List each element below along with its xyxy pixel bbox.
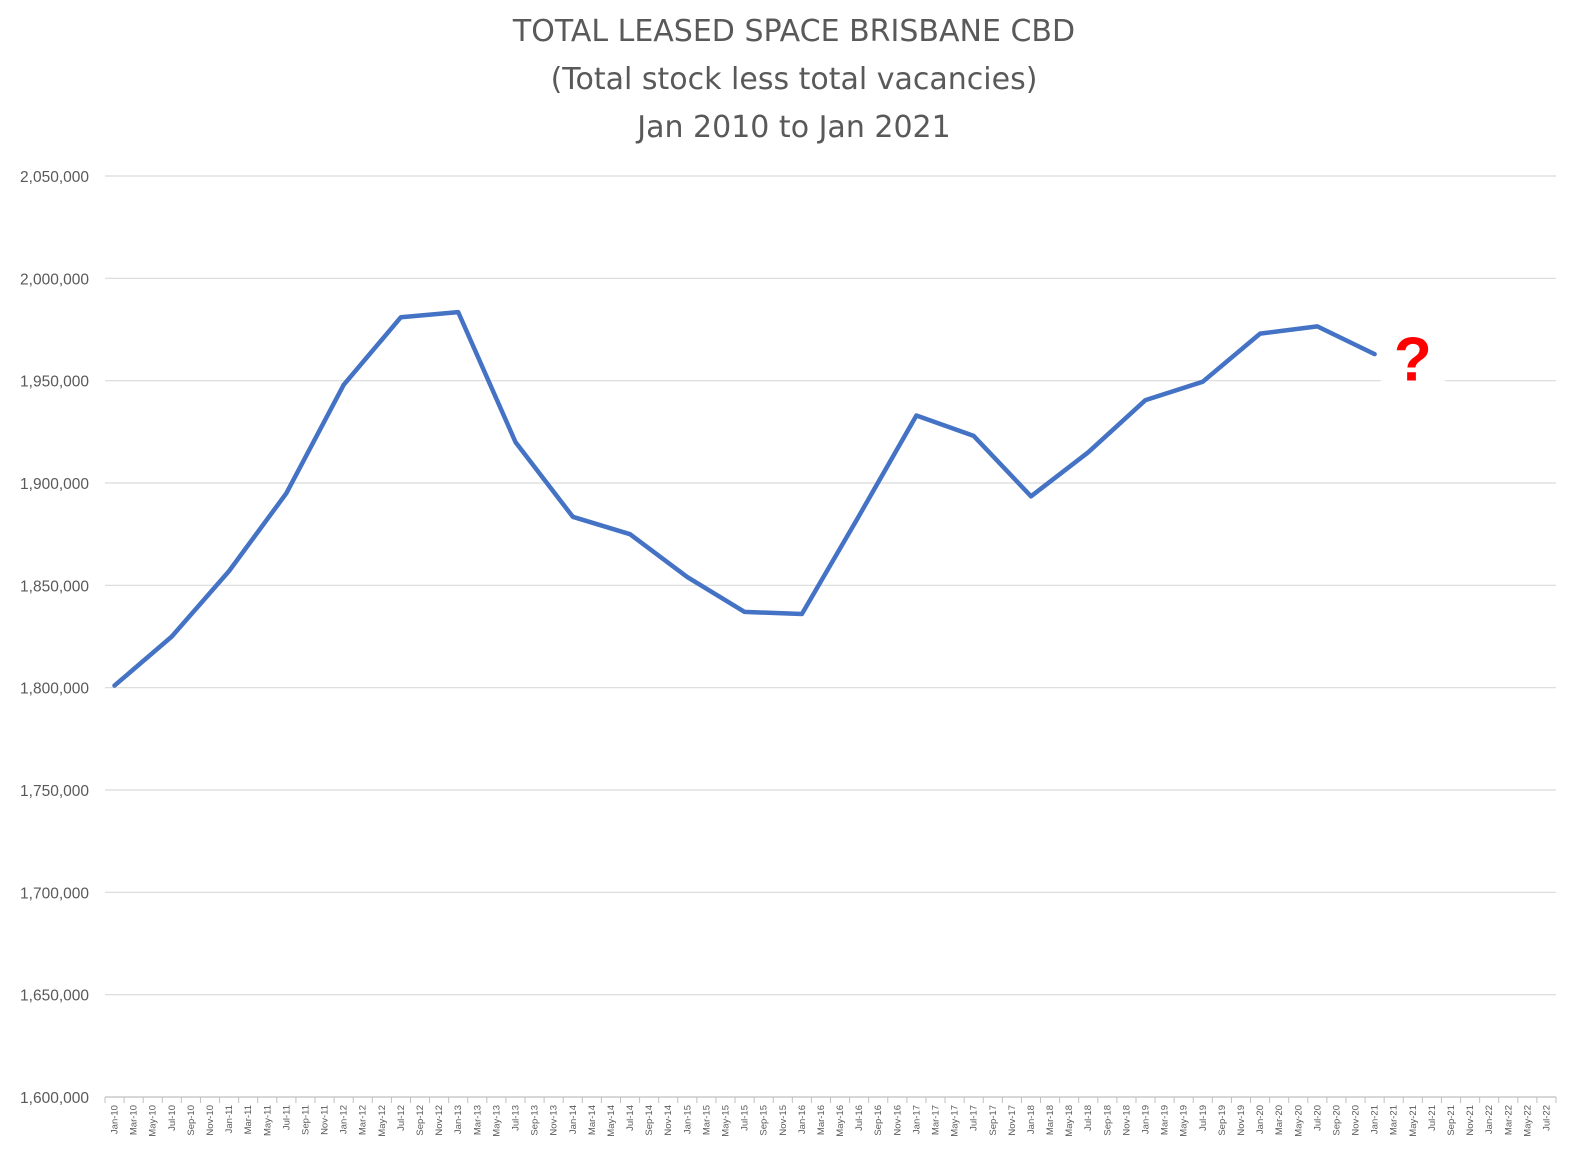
y-tick-label: 1,650,000 (20, 988, 89, 1005)
x-tick-label: May-22 (1522, 1105, 1533, 1137)
y-tick-label: 2,050,000 (20, 169, 89, 186)
x-tick-label: Jan-12 (339, 1105, 350, 1134)
y-tick-label: 2,000,000 (20, 271, 89, 288)
x-tick-label: May-18 (1064, 1105, 1075, 1137)
series-line (112, 309, 1377, 688)
x-tick-label: Nov-20 (1351, 1105, 1362, 1136)
x-tick-label: Nov-11 (320, 1105, 331, 1135)
y-tick-label: 1,900,000 (20, 476, 89, 493)
x-tick-label: Mar-12 (358, 1105, 369, 1135)
x-tick-label: Sep-16 (873, 1105, 884, 1136)
x-tick-label: Mar-10 (129, 1105, 140, 1135)
x-tick-label: Nov-12 (434, 1105, 445, 1136)
x-tick-label: Jul-13 (510, 1105, 521, 1131)
x-tick-label: Sep-21 (1446, 1105, 1457, 1136)
x-tick-label: May-10 (148, 1105, 159, 1137)
x-tick-label: Mar-18 (1045, 1105, 1056, 1135)
x-tick-label: Nov-18 (1121, 1105, 1132, 1136)
x-tick-label: Mar-21 (1389, 1105, 1400, 1135)
x-tick-label: Jan-21 (1370, 1105, 1381, 1134)
x-tick-label: Sep-20 (1331, 1105, 1342, 1136)
x-tick-label: Jul-16 (854, 1105, 865, 1131)
x-tick-label: Nov-21 (1465, 1105, 1476, 1136)
x-tick-label: Sep-11 (300, 1105, 311, 1135)
x-tick-label: Sep-17 (988, 1105, 999, 1136)
x-tick-label: Nov-15 (778, 1105, 789, 1136)
x-tick-label: Sep-14 (644, 1105, 655, 1136)
x-tick-label: Sep-15 (759, 1105, 770, 1136)
x-tick-label: Jan-17 (911, 1105, 922, 1134)
x-tick-label: Mar-16 (816, 1105, 827, 1135)
annotation-background (1380, 318, 1445, 399)
x-tick-label: Nov-13 (549, 1105, 560, 1136)
x-tick-label: Jul-15 (740, 1105, 751, 1131)
x-tick-label: Jul-10 (167, 1105, 178, 1131)
x-tick-label: Jul-20 (1312, 1105, 1323, 1131)
x-tick-label: Mar-19 (1160, 1105, 1171, 1135)
x-tick-label: May-12 (377, 1105, 388, 1137)
question-mark-annotation: ? (1394, 325, 1432, 394)
x-tick-label: Jul-21 (1427, 1105, 1438, 1131)
chart-title-line-3: Jan 2010 to Jan 2021 (637, 110, 951, 145)
x-tick-label: Jul-18 (1083, 1105, 1094, 1131)
x-tick-label: Mar-11 (243, 1105, 254, 1134)
x-tick-label: Mar-22 (1503, 1105, 1514, 1135)
x-tick-label: Jan-14 (568, 1105, 579, 1134)
chart-title-line-1: TOTAL LEASED SPACE BRISBANE CBD (512, 14, 1076, 49)
x-tick-label: Nov-14 (663, 1105, 674, 1136)
x-tick-label: Jan-16 (797, 1105, 808, 1134)
x-tick-label: Jul-17 (969, 1105, 980, 1131)
x-tick-label: Jan-13 (453, 1105, 464, 1134)
x-tick-label: Jan-10 (110, 1105, 121, 1134)
y-tick-label: 1,800,000 (20, 681, 89, 698)
y-tick-label: 1,850,000 (20, 578, 89, 595)
x-tick-label: Mar-17 (931, 1105, 942, 1135)
y-tick-label: 1,700,000 (20, 885, 89, 902)
x-tick-label: Jan-11 (224, 1105, 235, 1133)
x-tick-label: Nov-19 (1236, 1105, 1247, 1136)
x-tick-label: Jan-22 (1484, 1105, 1495, 1134)
x-tick-label: Mar-15 (701, 1105, 712, 1135)
x-tick-label: Jan-15 (682, 1105, 693, 1134)
x-tick-label: Jul-14 (625, 1105, 636, 1131)
x-tick-label: Jan-19 (1141, 1105, 1152, 1134)
x-tick-label: Sep-18 (1102, 1105, 1113, 1136)
x-tick-label: Nov-17 (1007, 1105, 1018, 1136)
x-tick-label: May-11 (262, 1105, 273, 1136)
x-tick-label: Sep-19 (1217, 1105, 1228, 1136)
chart-title-line-2: (Total stock less total vacancies) (550, 62, 1038, 97)
x-tick-label: Sep-10 (186, 1105, 197, 1136)
x-tick-label: May-20 (1293, 1105, 1304, 1137)
x-tick-label: May-14 (606, 1105, 617, 1137)
y-tick-label: 1,600,000 (20, 1090, 89, 1107)
x-tick-label: May-15 (720, 1105, 731, 1137)
x-tick-label: May-17 (950, 1105, 961, 1137)
x-tick-label: Nov-16 (892, 1105, 903, 1136)
x-tick-label: Jul-22 (1541, 1105, 1552, 1131)
y-tick-label: 1,950,000 (20, 374, 89, 391)
x-tick-label: Mar-20 (1274, 1105, 1285, 1135)
x-tick-label: May-21 (1408, 1105, 1419, 1137)
x-tick-label: Jul-11 (281, 1105, 292, 1130)
y-tick-label: 1,750,000 (20, 783, 89, 800)
x-tick-label: Jul-12 (396, 1105, 407, 1131)
x-tick-label: May-13 (491, 1105, 502, 1137)
x-tick-label: Sep-12 (415, 1105, 426, 1136)
x-tick-label: Mar-14 (587, 1105, 598, 1135)
x-tick-label: Jan-20 (1255, 1105, 1266, 1134)
x-tick-label: Nov-10 (205, 1105, 216, 1136)
x-tick-label: Mar-13 (472, 1105, 483, 1135)
x-tick-label: May-16 (835, 1105, 846, 1137)
x-tick-label: May-19 (1179, 1105, 1190, 1137)
x-tick-label: Jul-19 (1198, 1105, 1209, 1131)
x-tick-label: Jan-18 (1026, 1105, 1037, 1134)
x-tick-label: Sep-13 (530, 1105, 541, 1136)
